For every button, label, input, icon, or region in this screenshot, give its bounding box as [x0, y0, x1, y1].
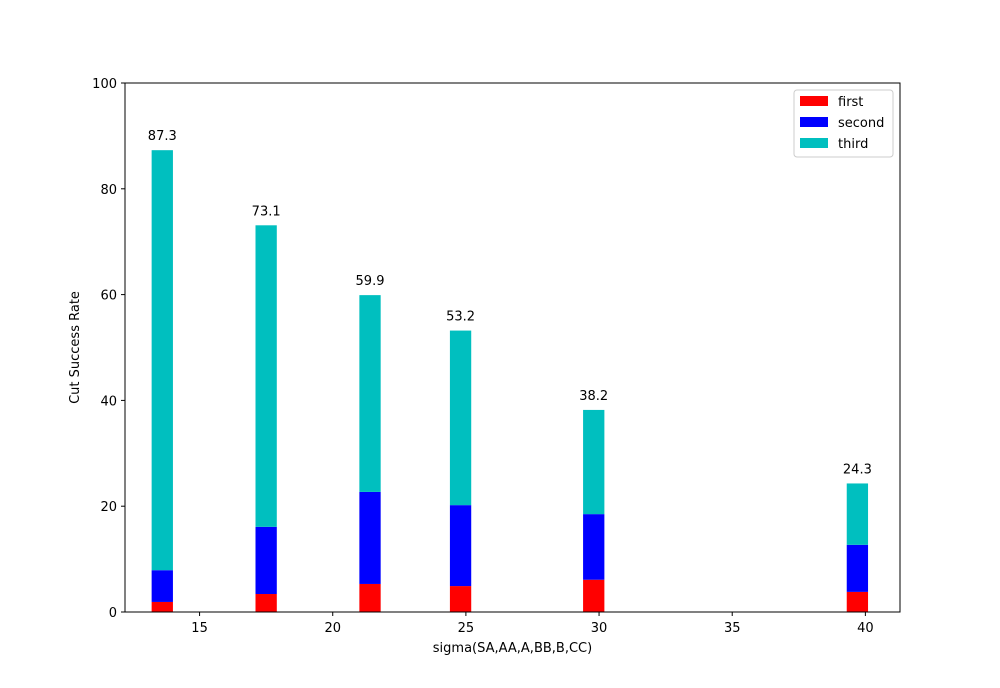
legend-swatch-first	[800, 96, 828, 106]
bar-third-4	[583, 409, 605, 515]
y-axis-label: Cut Success Rate	[68, 291, 83, 404]
y-tick-label: 40	[100, 394, 117, 409]
y-tick-label: 20	[100, 500, 117, 515]
legend-label-third: third	[838, 137, 868, 152]
bar-second-4	[583, 514, 605, 580]
legend-swatch-third	[800, 138, 828, 148]
total-label-1: 73.1	[252, 204, 281, 219]
bar-second-5	[846, 544, 869, 592]
total-label-2: 59.9	[356, 274, 385, 289]
x-axis-ticks: 15 20 25 30 35 40	[191, 612, 874, 636]
bar-first-4	[583, 579, 605, 612]
bar-first-0	[151, 601, 173, 612]
y-tick-label: 100	[92, 77, 117, 92]
total-label-4: 38.2	[579, 389, 608, 404]
bar-third-2	[359, 295, 381, 492]
total-label-0: 87.3	[148, 129, 177, 144]
plot-area-frame	[124, 82, 901, 613]
total-labels-layer: 87.3 73.1 59.9 53.2 38.2 24.3	[148, 129, 872, 477]
bar-first-2	[359, 583, 381, 612]
legend-label-second: second	[838, 116, 884, 131]
bar-first-3	[449, 586, 472, 612]
x-tick-label: 25	[458, 621, 475, 636]
x-tick-label: 15	[191, 621, 208, 636]
bar-second-0	[151, 570, 173, 602]
bar-third-5	[846, 483, 869, 545]
bar-first-1	[255, 594, 277, 612]
bar-third-3	[449, 330, 472, 506]
bar-second-1	[255, 526, 277, 595]
x-axis-label: sigma(SA,AA,A,BB,B,CC)	[433, 641, 592, 656]
bar-second-3	[449, 505, 472, 587]
y-tick-label: 0	[109, 606, 117, 621]
bar-third-1	[255, 225, 277, 527]
total-label-5: 24.3	[843, 462, 872, 477]
total-label-3: 53.2	[446, 310, 475, 325]
bar-first-5	[846, 591, 869, 612]
x-tick-label: 35	[724, 621, 741, 636]
bar-third-0	[151, 150, 173, 571]
legend-label-first: first	[838, 95, 863, 110]
bar-second-2	[359, 491, 381, 584]
bars-layer	[151, 150, 869, 612]
x-tick-label: 30	[591, 621, 608, 636]
x-tick-label: 40	[857, 621, 874, 636]
x-tick-label: 20	[324, 621, 341, 636]
legend-swatch-second	[800, 117, 828, 127]
legend: first second third	[793, 89, 894, 158]
y-axis-ticks: 0 20 40 60 80 100	[92, 77, 125, 621]
y-tick-label: 60	[100, 289, 117, 304]
y-tick-label: 80	[100, 183, 117, 198]
